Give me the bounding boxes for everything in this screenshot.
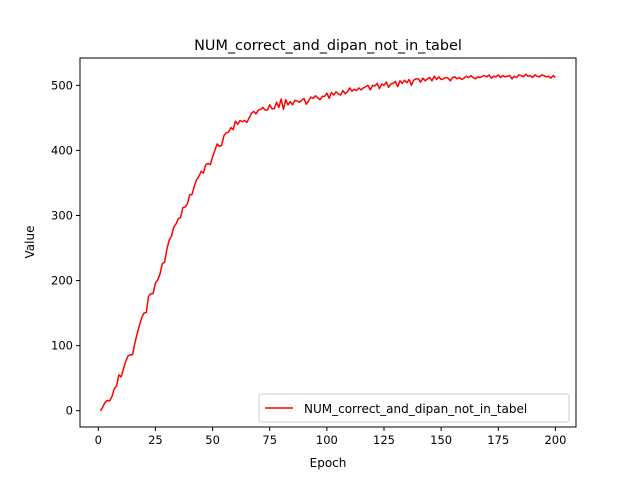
- y-tick-label: 400: [51, 143, 73, 157]
- plot-area: [99, 73, 556, 412]
- y-tick-label: 300: [51, 208, 73, 222]
- y-tick-label: 100: [51, 339, 73, 353]
- y-axis-label: Value: [23, 226, 37, 259]
- x-tick-label: 0: [95, 433, 102, 447]
- x-tick-label: 150: [430, 433, 452, 447]
- y-axis: 0 100 200 300 400 500: [51, 78, 80, 418]
- x-tick-label: 175: [487, 433, 509, 447]
- legend-label: NUM_correct_and_dipan_not_in_tabel: [304, 402, 527, 416]
- x-tick-label: 125: [373, 433, 395, 447]
- x-tick-label: 50: [205, 433, 220, 447]
- x-tick-label: 200: [544, 433, 566, 447]
- y-tick-label: 500: [51, 78, 73, 92]
- chart-title: NUM_correct_and_dipan_not_in_tabel: [194, 38, 462, 54]
- series-line: [99, 73, 556, 412]
- y-tick-label: 200: [51, 274, 73, 288]
- legend: NUM_correct_and_dipan_not_in_tabel: [258, 393, 570, 423]
- x-tick-label: 100: [316, 433, 338, 447]
- x-tick-label: 25: [148, 433, 163, 447]
- y-tick-label: 0: [66, 404, 73, 418]
- axes-frame: [79, 57, 577, 428]
- x-tick-label: 75: [262, 433, 277, 447]
- x-axis-label: Epoch: [310, 456, 347, 470]
- legend-box: [258, 393, 570, 423]
- x-axis: 0 25 50 75 100 125 150 175 200: [95, 427, 566, 447]
